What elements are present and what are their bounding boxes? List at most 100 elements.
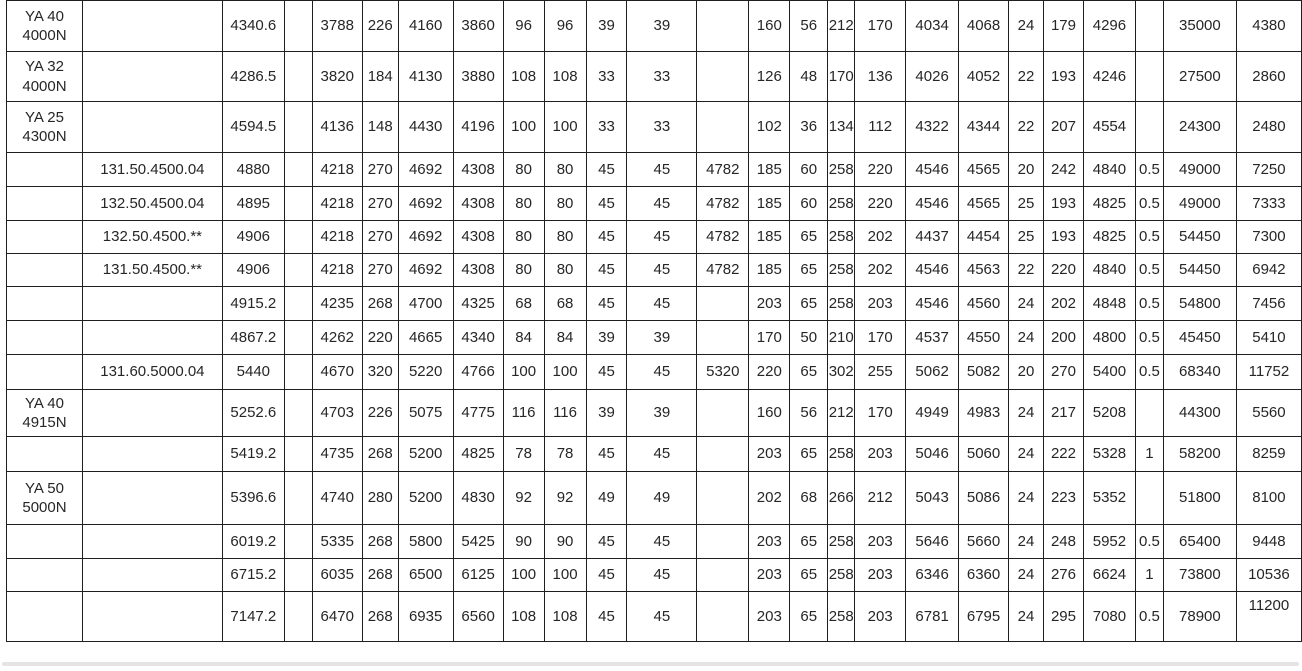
table-cell: 226 bbox=[361, 0, 399, 52]
table-cell bbox=[81, 0, 223, 52]
table-cell: 45 bbox=[585, 436, 628, 472]
table-cell: 210 bbox=[827, 320, 856, 355]
table-cell: 185 bbox=[748, 220, 791, 254]
table-cell: 6715.2 bbox=[221, 558, 285, 592]
table-cell: 5208 bbox=[1082, 389, 1136, 437]
table-cell: 4136 bbox=[311, 101, 363, 153]
table-cell: 2860 bbox=[1235, 51, 1302, 102]
table-cell: 45 bbox=[626, 286, 698, 321]
table-cell: 0.5 bbox=[1134, 220, 1164, 254]
table-cell: 4052 bbox=[958, 51, 1010, 102]
model-number-cell: 131.50.4500.04 bbox=[81, 152, 223, 187]
table-cell: 4800 bbox=[1082, 320, 1136, 355]
table-cell bbox=[696, 286, 750, 321]
table-cell: 5419.2 bbox=[221, 436, 285, 472]
table-cell: 1 bbox=[1134, 558, 1164, 592]
table-cell: 27500 bbox=[1162, 51, 1237, 102]
table-cell: 5400 bbox=[1082, 354, 1136, 390]
table-cell: 270 bbox=[1043, 354, 1084, 390]
table-cell: 4700 bbox=[397, 286, 454, 321]
table-row: 131.50.4500.** 4906 4218 270 4692 4308 80 80 45 4… bbox=[6, 253, 1302, 287]
table-cell: 222 bbox=[1043, 436, 1084, 472]
table-cell: 266 bbox=[827, 471, 856, 525]
table-cell: 193 bbox=[1043, 186, 1084, 221]
table-cell: 108 bbox=[543, 51, 587, 102]
table-cell: 5410 bbox=[1235, 320, 1302, 355]
table-cell: 45 bbox=[585, 186, 628, 221]
table-cell: 5952 bbox=[1082, 524, 1136, 559]
table-cell: 24 bbox=[1008, 286, 1044, 321]
table-cell bbox=[696, 389, 750, 437]
table-row: 132.50.4500.04 4895 4218 270 4692 4308 80 80 45 4… bbox=[6, 186, 1302, 221]
table-cell: 6346 bbox=[905, 558, 960, 592]
table-cell: 6795 bbox=[958, 591, 1010, 642]
table-cell: 0.5 bbox=[1134, 253, 1164, 287]
table-cell: 65 bbox=[789, 286, 829, 321]
table-cell: 45 bbox=[626, 558, 698, 592]
table-cell: 200 bbox=[1043, 320, 1084, 355]
table-cell: 270 bbox=[361, 186, 399, 221]
table-cell: 258 bbox=[827, 152, 856, 187]
table-cell: 4775 bbox=[452, 389, 504, 437]
table-cell: 203 bbox=[748, 591, 791, 642]
table-cell: 4560 bbox=[958, 286, 1010, 321]
table-cell: 100 bbox=[543, 354, 587, 390]
table-cell bbox=[6, 558, 83, 592]
table-cell bbox=[696, 0, 750, 52]
table-cell: 80 bbox=[543, 253, 587, 287]
table-cell: 217 bbox=[1043, 389, 1084, 437]
table-cell: 3820 bbox=[311, 51, 363, 102]
table-cell: 268 bbox=[361, 591, 399, 642]
table-cell: 4246 bbox=[1082, 51, 1136, 102]
table-cell: 92 bbox=[543, 471, 587, 525]
table-cell: 5252.6 bbox=[221, 389, 285, 437]
table-cell: 45 bbox=[585, 591, 628, 642]
table-cell: 220 bbox=[1043, 253, 1084, 287]
table-cell bbox=[696, 471, 750, 525]
table-cell: 6781 bbox=[905, 591, 960, 642]
table-cell: 6935 bbox=[397, 591, 454, 642]
table-cell: 4537 bbox=[905, 320, 960, 355]
table-cell: 4740 bbox=[311, 471, 363, 525]
table-cell: 80 bbox=[502, 186, 545, 221]
table-cell: 242 bbox=[1043, 152, 1084, 187]
table-cell: 9448 bbox=[1235, 524, 1302, 559]
table-cell: 5440 bbox=[221, 354, 285, 390]
table-cell: 203 bbox=[854, 524, 907, 559]
table-cell: 45 bbox=[585, 253, 628, 287]
table-cell: 220 bbox=[748, 354, 791, 390]
table-cell: 7300 bbox=[1235, 220, 1302, 254]
table-cell bbox=[283, 471, 313, 525]
table-cell: 45 bbox=[626, 186, 698, 221]
table-cell: 4825 bbox=[452, 436, 504, 472]
table-cell: 100 bbox=[543, 101, 587, 153]
table-cell: 24 bbox=[1008, 558, 1044, 592]
table-cell: 39 bbox=[585, 389, 628, 437]
table-cell: 6500 bbox=[397, 558, 454, 592]
table-cell bbox=[6, 220, 83, 254]
table-cell: 203 bbox=[854, 436, 907, 472]
table-cell: 65 bbox=[789, 524, 829, 559]
table-cell: 6360 bbox=[958, 558, 1010, 592]
table-cell: 25 bbox=[1008, 186, 1044, 221]
table-cell: 5046 bbox=[905, 436, 960, 472]
table-cell: 4915.2 bbox=[221, 286, 285, 321]
row-label-cell: YA 40 4000N bbox=[6, 0, 83, 52]
table-cell bbox=[283, 320, 313, 355]
table-cell: 102 bbox=[748, 101, 791, 153]
table-cell bbox=[1134, 389, 1164, 437]
table-cell: 80 bbox=[502, 220, 545, 254]
table-cell: 258 bbox=[827, 286, 856, 321]
table-cell: 7080 bbox=[1082, 591, 1136, 642]
table-cell: 116 bbox=[502, 389, 545, 437]
table-cell: 280 bbox=[361, 471, 399, 525]
table-cell: 45 bbox=[626, 354, 698, 390]
table-cell: 80 bbox=[502, 253, 545, 287]
table-cell: 4308 bbox=[452, 186, 504, 221]
table-cell bbox=[696, 101, 750, 153]
table-cell: 170 bbox=[854, 389, 907, 437]
table-cell: 24 bbox=[1008, 471, 1044, 525]
table-cell: 49000 bbox=[1162, 152, 1237, 187]
table-cell: 0.5 bbox=[1134, 354, 1164, 390]
table-cell: 0.5 bbox=[1134, 186, 1164, 221]
